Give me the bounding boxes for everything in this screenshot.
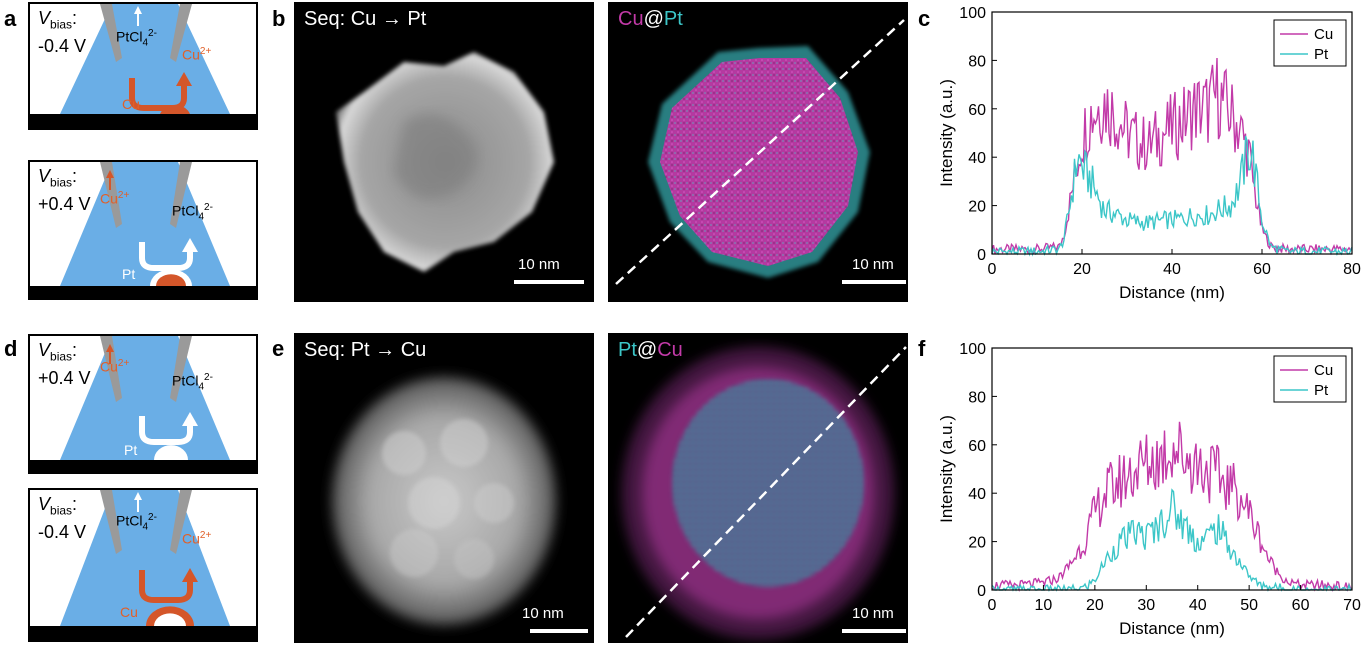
- line-profile-chart-c: 0 20 40 60 80 0 20 40 60 80 100 Distance (nm) Intens…: [937, 5, 1361, 302]
- y-tick-label: 0: [977, 583, 986, 600]
- x-tick-label: 60: [1292, 597, 1310, 614]
- y-tick-label: 40: [968, 150, 986, 167]
- y-axis-label: Intensity (a.u.): [937, 415, 956, 523]
- line-profile-chart-f: 0 10 20 30 40 50 60 70 0 20 40 60 80 100 Distance (nm)…: [937, 341, 1361, 638]
- schematic-d-bottom: Vbias: -0.4 V PtCl42- Cu2+ Cu: [28, 488, 258, 642]
- series-line-cu: [991, 421, 1353, 593]
- x-tick-label: 30: [1137, 597, 1155, 614]
- vbias-symbol: V: [38, 8, 51, 28]
- scalebar: [530, 629, 588, 633]
- panel-label-c: c: [918, 6, 931, 31]
- ion-label-left: Cu2+: [100, 358, 130, 375]
- particle-label-pt: Pt: [124, 442, 138, 458]
- ion-label-right: Cu2+: [182, 46, 212, 63]
- legend-entry-cu: Cu: [1314, 362, 1333, 379]
- x-tick-label: 70: [1343, 597, 1361, 614]
- scalebar: [842, 629, 906, 633]
- bias-value: +0.4 V: [38, 367, 91, 388]
- y-axis-label: Intensity (a.u.): [937, 79, 956, 187]
- y-tick-label: 60: [968, 102, 986, 119]
- x-tick-label: 40: [1163, 261, 1181, 278]
- y-tick-label: 0: [977, 247, 986, 264]
- particle-label-pt: Pt: [122, 266, 136, 282]
- ion-label-right: Cu2+: [182, 530, 212, 547]
- x-axis-label: Distance (nm): [1119, 619, 1225, 638]
- panel-label-b: b: [272, 6, 286, 31]
- series-line-pt: [991, 135, 1353, 257]
- y-tick-label: 80: [968, 389, 986, 406]
- bias-value: +0.4 V: [38, 193, 91, 214]
- schematic-d-top: Vbias: +0.4 V Cu2+ PtCl42- Pt: [28, 334, 258, 474]
- x-tick-label: 10: [1035, 597, 1053, 614]
- y-tick-label: 20: [968, 535, 986, 552]
- y-tick-label: 80: [968, 53, 986, 70]
- scalebar-label: 10 nm: [852, 256, 894, 273]
- legend-entry-pt: Pt: [1314, 382, 1329, 399]
- y-tick-label: 100: [959, 341, 986, 358]
- haadf-image-b: Seq: Cu → Pt 10 nm: [294, 2, 594, 302]
- x-tick-label: 60: [1253, 261, 1271, 278]
- scalebar: [842, 280, 906, 284]
- y-tick-label: 40: [968, 486, 986, 503]
- ion-label-left: PtCl42-: [116, 28, 157, 49]
- micrograph-title-e: Seq: Pt → Cu: [304, 339, 427, 361]
- eds-map-e: Pt@Cu 10 nm: [608, 333, 908, 643]
- x-tick-label: 20: [1073, 261, 1091, 278]
- eds-map-b: Cu@Pt 10 nm: [608, 2, 908, 302]
- map-title-b: Cu@Pt: [618, 8, 683, 30]
- schematic-a-top: Vbias: -0.4 V PtCl42- Cu2+ Cu: [28, 2, 258, 130]
- y-tick-label: 60: [968, 438, 986, 455]
- panel-label-a: a: [4, 6, 17, 31]
- bias-value: -0.4 V: [38, 521, 87, 542]
- series-line-pt: [991, 488, 1353, 593]
- x-tick-label: 0: [988, 597, 997, 614]
- scalebar-label: 10 nm: [522, 605, 564, 622]
- ion-label-right: PtCl42-: [172, 372, 213, 393]
- x-tick-label: 20: [1086, 597, 1104, 614]
- legend-box: [1273, 355, 1347, 403]
- haadf-image-e: Seq: Pt → Cu 10 nm: [294, 333, 594, 643]
- map-title-e: Pt@Cu: [618, 339, 683, 361]
- particle-label-cu: Cu: [122, 96, 140, 112]
- schematic-a-bottom: Vbias: +0.4 V Cu2+ PtCl42- Pt: [28, 160, 258, 300]
- x-axis-label: Distance (nm): [1119, 283, 1225, 302]
- scalebar-label: 10 nm: [852, 605, 894, 622]
- ion-label-right: PtCl42-: [172, 202, 213, 223]
- y-tick-label: 100: [959, 5, 986, 22]
- bias-value: -0.4 V: [38, 35, 87, 56]
- particle-label-cu: Cu: [120, 604, 138, 620]
- x-tick-label: 80: [1343, 261, 1361, 278]
- legend-entry-cu: Cu: [1314, 26, 1333, 43]
- legend-box: [1273, 19, 1347, 67]
- panel-label-e: e: [272, 336, 285, 361]
- plot-frame: [991, 347, 1353, 591]
- x-tick-label: 0: [988, 261, 997, 278]
- ion-label-left: PtCl42-: [116, 512, 157, 533]
- scalebar-label: 10 nm: [518, 256, 560, 273]
- scalebar: [514, 280, 584, 284]
- x-tick-label: 40: [1189, 597, 1207, 614]
- legend-entry-pt: Pt: [1314, 46, 1329, 63]
- y-tick-label: 20: [968, 199, 986, 216]
- x-tick-label: 50: [1240, 597, 1258, 614]
- micrograph-title-b: Seq: Cu → Pt: [304, 8, 427, 30]
- panel-label-d: d: [4, 336, 18, 361]
- panel-label-f: f: [918, 336, 926, 361]
- ion-label-left: Cu2+: [100, 190, 130, 207]
